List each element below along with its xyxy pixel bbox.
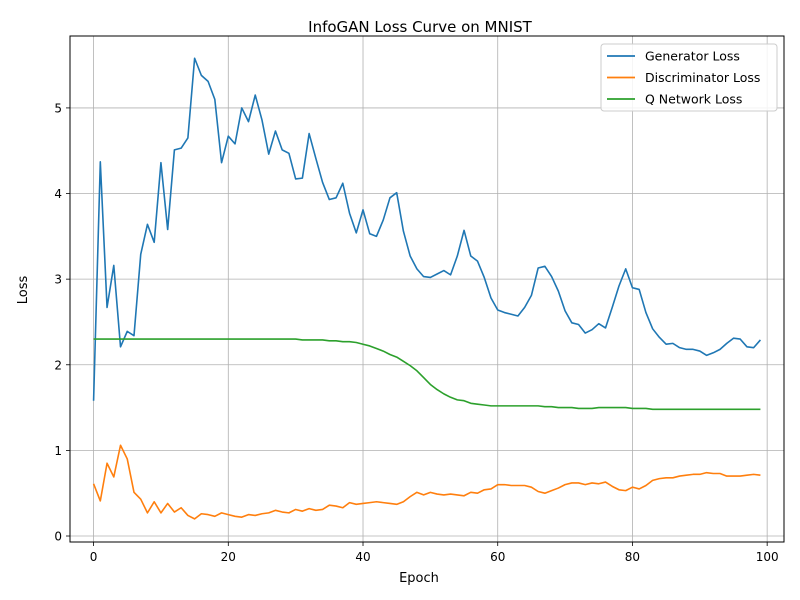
legend: Generator Loss Discriminator Loss Q Networ…	[600, 43, 778, 112]
y-axis-label: Loss	[16, 276, 31, 305]
series-line-discriminator-loss	[92, 444, 761, 520]
series-line-q-network-loss	[93, 338, 761, 411]
chart-title: InfoGAN Loss Curve on MNIST	[308, 18, 533, 36]
y-tick-label: 0	[54, 530, 62, 544]
legend-label-generator-loss: Generator Loss	[645, 49, 740, 64]
x-tick-label: 40	[355, 550, 370, 564]
y-tick-label: 3	[54, 273, 62, 287]
plot-frame	[69, 35, 785, 543]
y-tick-label: 2	[54, 358, 62, 372]
x-tick-label: 60	[490, 550, 505, 564]
ticks: 0 20 40 60 80 100 0 1 2 3 4 5	[54, 101, 778, 564]
legend-label-q-network-loss: Q Network Loss	[645, 92, 742, 107]
y-tick-label: 1	[54, 444, 62, 458]
x-tick-label: 0	[90, 550, 98, 564]
legend-label-discriminator-loss: Discriminator Loss	[645, 70, 760, 85]
x-axis-label: Epoch	[399, 571, 439, 586]
x-tick-label: 80	[625, 550, 640, 564]
series-layer	[92, 57, 762, 520]
y-tick-label: 5	[54, 101, 62, 115]
series-line-generator-loss	[92, 57, 762, 401]
x-tick-label: 20	[221, 550, 236, 564]
y-tick-label: 4	[54, 187, 62, 201]
x-tick-label: 100	[756, 550, 779, 564]
legend-box	[600, 43, 778, 112]
grid	[70, 36, 784, 542]
